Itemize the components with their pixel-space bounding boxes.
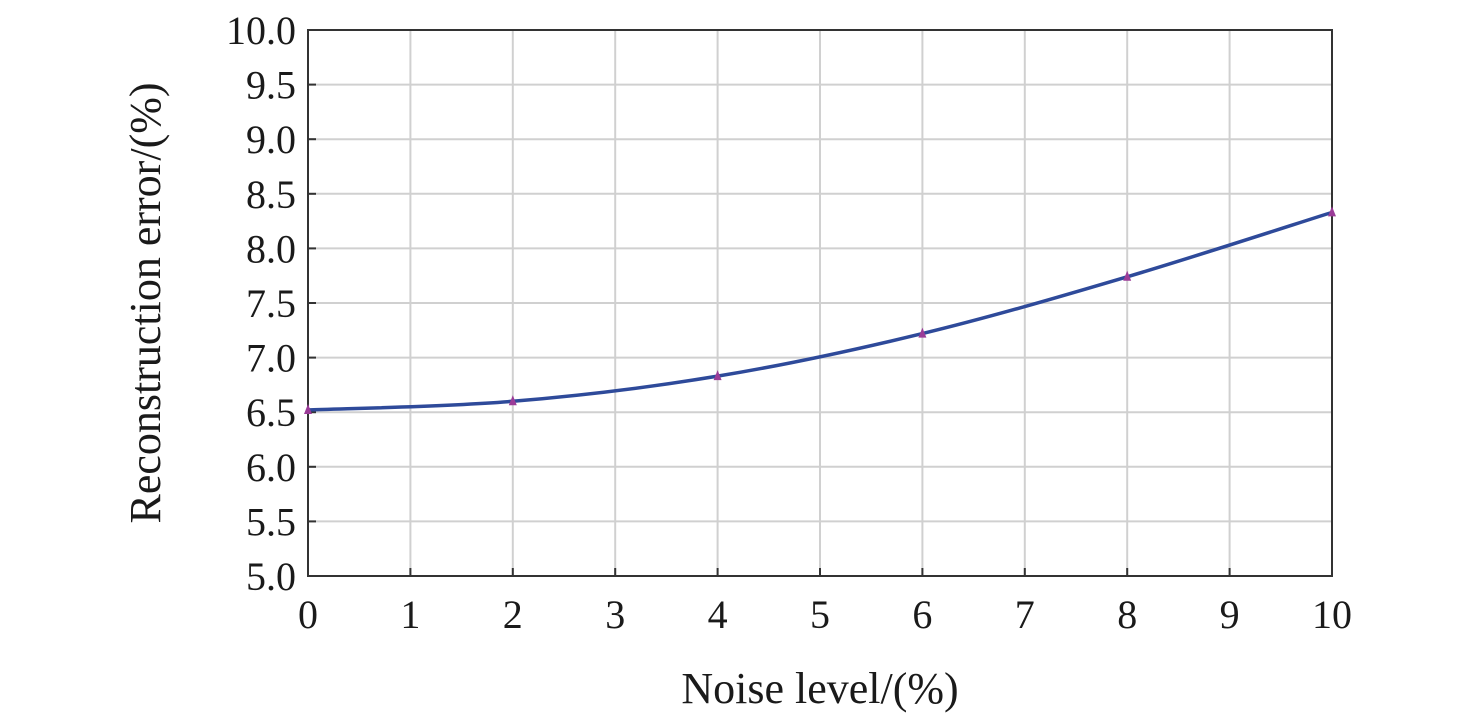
data-point-marker xyxy=(1123,270,1132,281)
series-line xyxy=(307,210,1333,412)
data-point-marker xyxy=(1328,206,1336,217)
x-tick-label: 2 xyxy=(503,592,523,637)
y-tick-label: 6.0 xyxy=(246,445,296,490)
x-tick-label: 7 xyxy=(1015,592,1035,637)
y-tick-label: 6.5 xyxy=(246,390,296,435)
data-point-marker xyxy=(304,404,312,415)
x-tick-label: 9 xyxy=(1220,592,1240,637)
data-point-marker xyxy=(713,370,722,381)
x-axis-label: Noise level/(%) xyxy=(681,664,958,713)
x-tick-label: 1 xyxy=(400,592,420,637)
x-tick-label: 3 xyxy=(605,592,625,637)
y-tick-label: 10.0 xyxy=(226,8,296,53)
x-tick-label: 4 xyxy=(708,592,728,637)
y-tick-label: 8.0 xyxy=(246,226,296,271)
y-tick-label: 9.0 xyxy=(246,117,296,162)
x-tick-label: 0 xyxy=(298,592,318,637)
x-tick-label: 10 xyxy=(1312,592,1352,637)
x-tick-label: 6 xyxy=(912,592,932,637)
series xyxy=(304,206,1336,415)
data-point-marker xyxy=(508,395,517,406)
data-point-marker xyxy=(918,327,927,338)
x-tick-label: 8 xyxy=(1117,592,1137,637)
grid xyxy=(307,29,1333,577)
axis-ticks: 0 1 2 3 4 5 6 7 8 9 10 5.0 5.5 6.0 6.5 7.0 7.5 8.0 8.5 9.0 9… xyxy=(226,8,1352,637)
y-tick-label: 7.0 xyxy=(246,336,296,381)
y-tick-label: 8.5 xyxy=(246,172,296,217)
y-tick-label: 5.0 xyxy=(246,554,296,599)
y-axis-label: Reconstruction error/(%) xyxy=(121,82,170,523)
y-tick-label: 7.5 xyxy=(246,281,296,326)
x-tick-label: 5 xyxy=(810,592,830,637)
y-tick-label: 5.5 xyxy=(246,499,296,544)
y-tick-label: 9.5 xyxy=(246,63,296,108)
